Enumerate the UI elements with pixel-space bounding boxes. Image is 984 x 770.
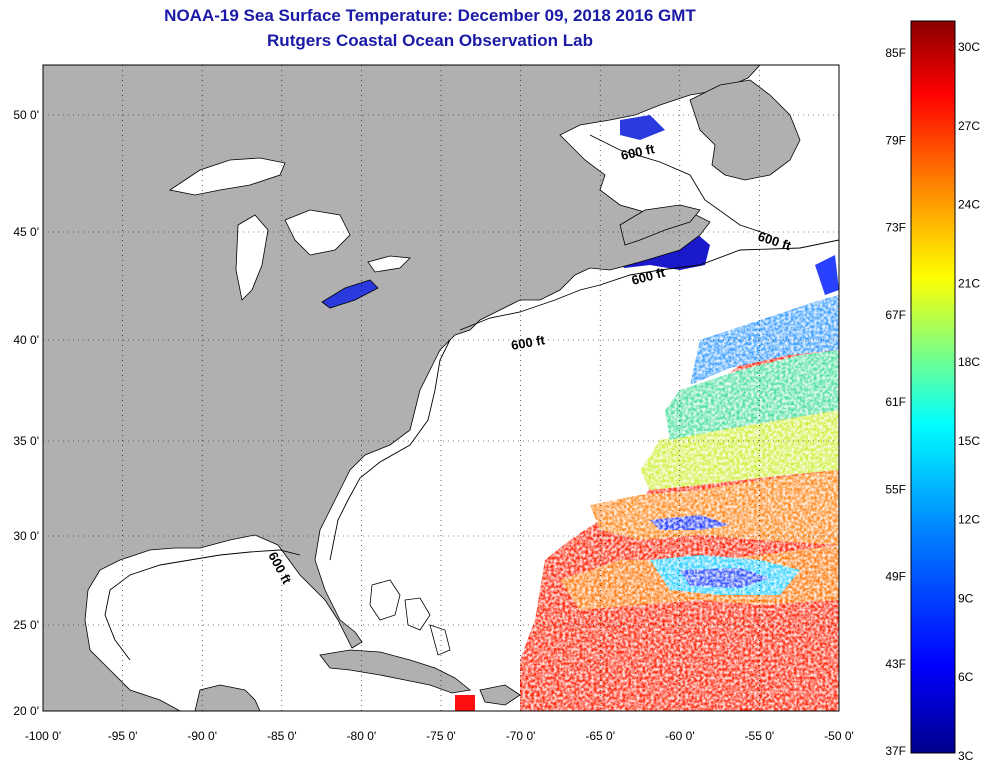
map-subtitle: Rutgers Coastal Ocean Observation Lab <box>267 31 593 50</box>
lat-tick-label: 25 0' <box>13 618 39 632</box>
colorbar-c-label: 6C <box>958 670 974 684</box>
colorbar-c-label: 27C <box>958 119 980 133</box>
lat-tick-label: 35 0' <box>13 434 39 448</box>
cloud-speckle <box>515 280 839 711</box>
colorbar-f-label: 55F <box>885 482 906 496</box>
lat-tick-label: 45 0' <box>13 225 39 239</box>
longitude-labels: -100 0' -95 0' -90 0' -85 0' -80 0' -75 0' -70… <box>25 729 854 743</box>
colorbar-f-label: 79F <box>885 133 906 147</box>
great-lakes <box>168 157 411 309</box>
depth-label-1: 600 ft <box>620 141 657 163</box>
lon-tick-label: -75 0' <box>426 729 456 743</box>
colorbar-c-label: 9C <box>958 591 974 605</box>
colorbar-c-label: 15C <box>958 434 980 448</box>
map-title: NOAA-19 Sea Surface Temperature: Decembe… <box>164 6 696 25</box>
colorbar-c-label: 3C <box>958 749 974 763</box>
lat-tick-label: 20 0' <box>13 704 39 718</box>
colorbar-f-label: 67F <box>885 308 906 322</box>
colorbar-fahrenheit-labels: 85F 79F 73F 67F 61F 55F 49F 43F 37F <box>885 46 906 758</box>
lon-tick-label: -85 0' <box>267 729 297 743</box>
lon-tick-label: -95 0' <box>108 729 138 743</box>
colorbar-c-label: 18C <box>958 355 980 369</box>
lat-tick-label: 40 0' <box>13 333 39 347</box>
colorbar-f-label: 73F <box>885 221 906 235</box>
colorbar-f-label: 43F <box>885 657 906 671</box>
depth-contour-southeast <box>329 339 451 561</box>
colorbar-c-label: 30C <box>958 40 980 54</box>
lat-tick-label: 30 0' <box>13 529 39 543</box>
depth-label-3: 600 ft <box>510 332 547 353</box>
lon-tick-label: -100 0' <box>25 729 61 743</box>
colorbar-c-label: 12C <box>958 513 980 527</box>
map-frame <box>42 64 840 712</box>
colorbar <box>910 20 956 754</box>
colorbar-celsius-labels: 30C 27C 24C 21C 18C 15C 12C 9C 6C 3C <box>958 40 980 763</box>
lon-tick-label: -90 0' <box>187 729 217 743</box>
lon-tick-label: -60 0' <box>665 729 695 743</box>
lon-tick-label: -55 0' <box>745 729 775 743</box>
lon-tick-label: -65 0' <box>585 729 615 743</box>
lon-tick-label: -50 0' <box>824 729 854 743</box>
depth-contour-gulf <box>104 549 301 661</box>
colorbar-f-label: 49F <box>885 570 906 584</box>
depth-contour-stlawrence <box>589 134 771 236</box>
lon-tick-label: -70 0' <box>506 729 536 743</box>
lon-tick-label: -80 0' <box>347 729 377 743</box>
colorbar-f-label: 85F <box>885 46 906 60</box>
latitude-labels: 50 0' 45 0' 40 0' 35 0' 30 0' 25 0' 20 0' <box>13 108 39 718</box>
colorbar-c-label: 21C <box>958 276 980 290</box>
colorbar-f-label: 61F <box>885 395 906 409</box>
depth-contour-atlantic <box>459 239 839 331</box>
lat-tick-label: 50 0' <box>13 108 39 122</box>
land-mass <box>43 65 801 711</box>
colorbar-c-label: 24C <box>958 198 980 212</box>
bahamas <box>369 579 451 656</box>
colorbar-f-label: 37F <box>885 744 906 758</box>
